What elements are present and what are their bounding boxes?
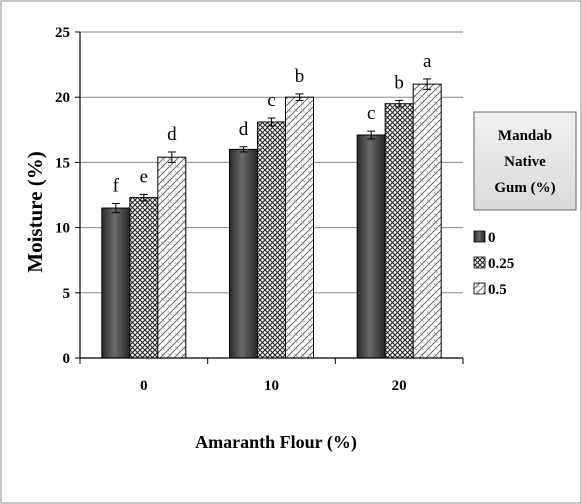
significance-label: b (394, 72, 404, 93)
significance-label: f (113, 175, 120, 196)
significance-label: e (140, 166, 148, 187)
y-tick-label: 10 (55, 221, 70, 237)
significance-label: a (423, 51, 432, 72)
bar (129, 197, 159, 359)
bar (285, 96, 314, 359)
y-axis-title: Moisture (%) (23, 151, 47, 273)
x-tick-label: 0 (140, 378, 148, 394)
bar (412, 83, 442, 359)
legend-title-line-1: Mandab (498, 128, 552, 144)
y-tick-label: 25 (55, 25, 70, 41)
legend-label-1: 0.25 (488, 256, 514, 272)
legend-entry-2: 0.5 (473, 282, 507, 298)
x-tick-label: 20 (392, 378, 407, 394)
significance-label: c (367, 103, 375, 124)
significance-label: b (295, 66, 305, 87)
bar (356, 134, 386, 359)
legend-label-0: 0 (488, 230, 496, 246)
significance-label: c (267, 90, 275, 111)
bars (101, 78, 442, 359)
x-tick-label: 10 (264, 378, 279, 394)
bar (384, 103, 414, 359)
bar (101, 207, 131, 359)
bar (229, 148, 258, 359)
y-tick-label: 0 (63, 351, 71, 367)
axes (75, 31, 464, 364)
y-tick-label: 15 (55, 155, 70, 171)
legend-entry-1: 0.25 (473, 256, 514, 272)
legend-title-box (473, 111, 577, 211)
bar (257, 121, 286, 359)
legend-title-line-3: Gum (%) (494, 180, 555, 196)
x-axis-title: Amaranth Flour (%) (195, 432, 357, 453)
y-tick-label: 20 (55, 90, 70, 106)
significance-label: d (167, 124, 177, 145)
legend-swatch-0 (473, 230, 486, 243)
legend-swatch-2 (473, 282, 486, 295)
legend-swatch-1 (473, 256, 486, 269)
significance-label: d (239, 119, 249, 140)
legend-label-2: 0.5 (488, 282, 507, 298)
bar (157, 156, 187, 359)
legend-title-line-2: Native (504, 154, 546, 170)
legend-entry-0: 0 (473, 230, 496, 246)
y-tick-label: 5 (63, 286, 71, 302)
